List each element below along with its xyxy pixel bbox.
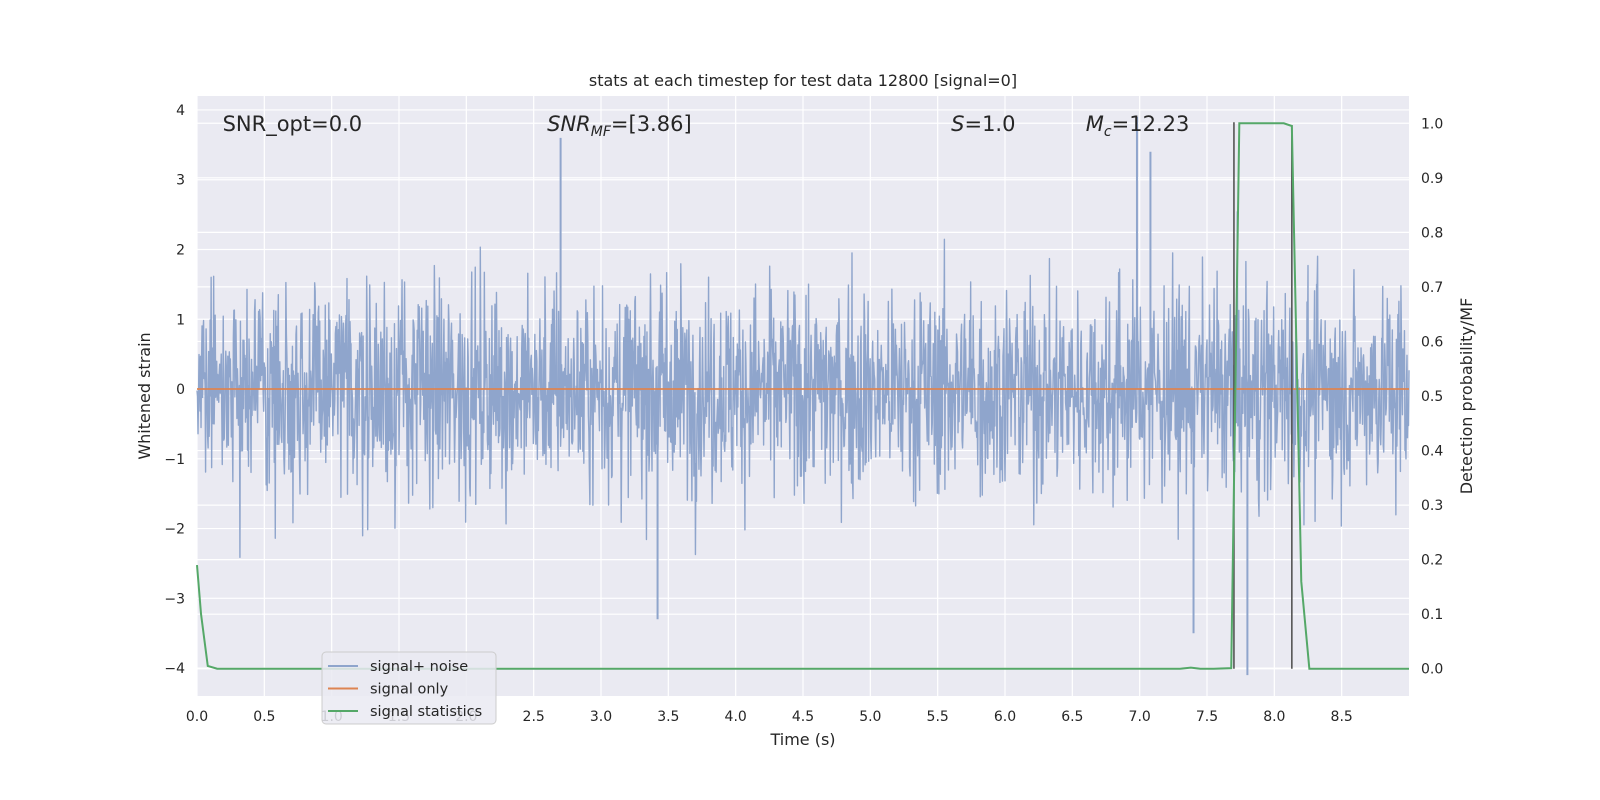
y2-tick-label: 0.3: [1421, 498, 1443, 514]
y2-tick-label: 1.0: [1421, 116, 1443, 132]
tick-labels: 0.00.51.01.52.02.53.03.54.04.55.05.56.06…: [164, 103, 1443, 725]
x-tick-label: 0.5: [253, 709, 275, 725]
y-tick-label: 0: [176, 382, 185, 398]
line-series: [196, 122, 1409, 670]
y-tick-label: −3: [164, 591, 185, 607]
x-tick-label: 3.0: [590, 709, 612, 725]
x-tick-label: 7.5: [1196, 709, 1218, 725]
y2-tick-label: 0.7: [1421, 280, 1443, 296]
y2-axis-label: Detection probability/MF: [1457, 298, 1476, 495]
x-axis-label: Time (s): [769, 730, 835, 749]
x-tick-label: 4.0: [725, 709, 747, 725]
y2-tick-label: 0.2: [1421, 553, 1443, 569]
x-tick-label: 0.0: [186, 709, 208, 725]
legend: signal+ noise signal only signal statistic…: [321, 651, 497, 725]
y2-tick-label: 0.4: [1421, 444, 1443, 460]
y-tick-label: −2: [164, 522, 185, 538]
x-tick-label: 4.5: [792, 709, 814, 725]
legend-label: signal only: [370, 682, 449, 698]
signal-noise-peaks: [559, 116, 1249, 676]
y-tick-label: −4: [164, 661, 185, 677]
y2-tick-label: 0.0: [1421, 662, 1443, 678]
y2-tick-label: 0.1: [1421, 607, 1443, 623]
noise-series: [196, 116, 1410, 676]
x-tick-label: 5.5: [927, 709, 949, 725]
chart-title: stats at each timestep for test data 128…: [589, 71, 1017, 90]
y2-tick-label: 0.9: [1421, 171, 1443, 187]
y-tick-label: 4: [176, 103, 185, 119]
x-tick-label: 7.0: [1129, 709, 1151, 725]
annotation-snr-mf: SNRMF=[3.86]: [547, 112, 692, 140]
x-tick-label: 5.0: [859, 709, 881, 725]
annotation-snr-opt: SNR_opt=0.0: [223, 112, 363, 137]
legend-box: [321, 651, 497, 725]
y-tick-label: 2: [176, 242, 185, 258]
x-tick-label: 8.5: [1331, 709, 1353, 725]
y-axis-label: Whitened strain: [135, 332, 154, 459]
x-tick-label: 8.0: [1263, 709, 1285, 725]
annotation-mc-value: Mc=12.23: [1086, 112, 1190, 140]
x-tick-label: 6.0: [994, 709, 1016, 725]
signal-statistics-line: [196, 122, 1409, 670]
y-tick-label: 1: [176, 312, 185, 328]
y2-tick-label: 0.5: [1421, 389, 1443, 405]
x-tick-label: 6.5: [1061, 709, 1083, 725]
signal-noise-line: [196, 211, 1410, 559]
y-tick-label: 3: [176, 173, 185, 189]
y2-tick-label: 0.6: [1421, 334, 1443, 350]
y-tick-label: −1: [164, 452, 185, 468]
annotation-s-value: S=1.0: [951, 112, 1015, 136]
legend-label: signal+ noise: [370, 659, 468, 675]
annotations: SNR_opt=0.0 SNRMF=[3.86] S=1.0 Mc=12.23: [223, 112, 1190, 140]
y2-tick-label: 0.8: [1421, 225, 1443, 241]
x-tick-label: 2.5: [523, 709, 545, 725]
legend-label: signal statistics: [370, 704, 482, 720]
x-tick-label: 3.5: [657, 709, 679, 725]
